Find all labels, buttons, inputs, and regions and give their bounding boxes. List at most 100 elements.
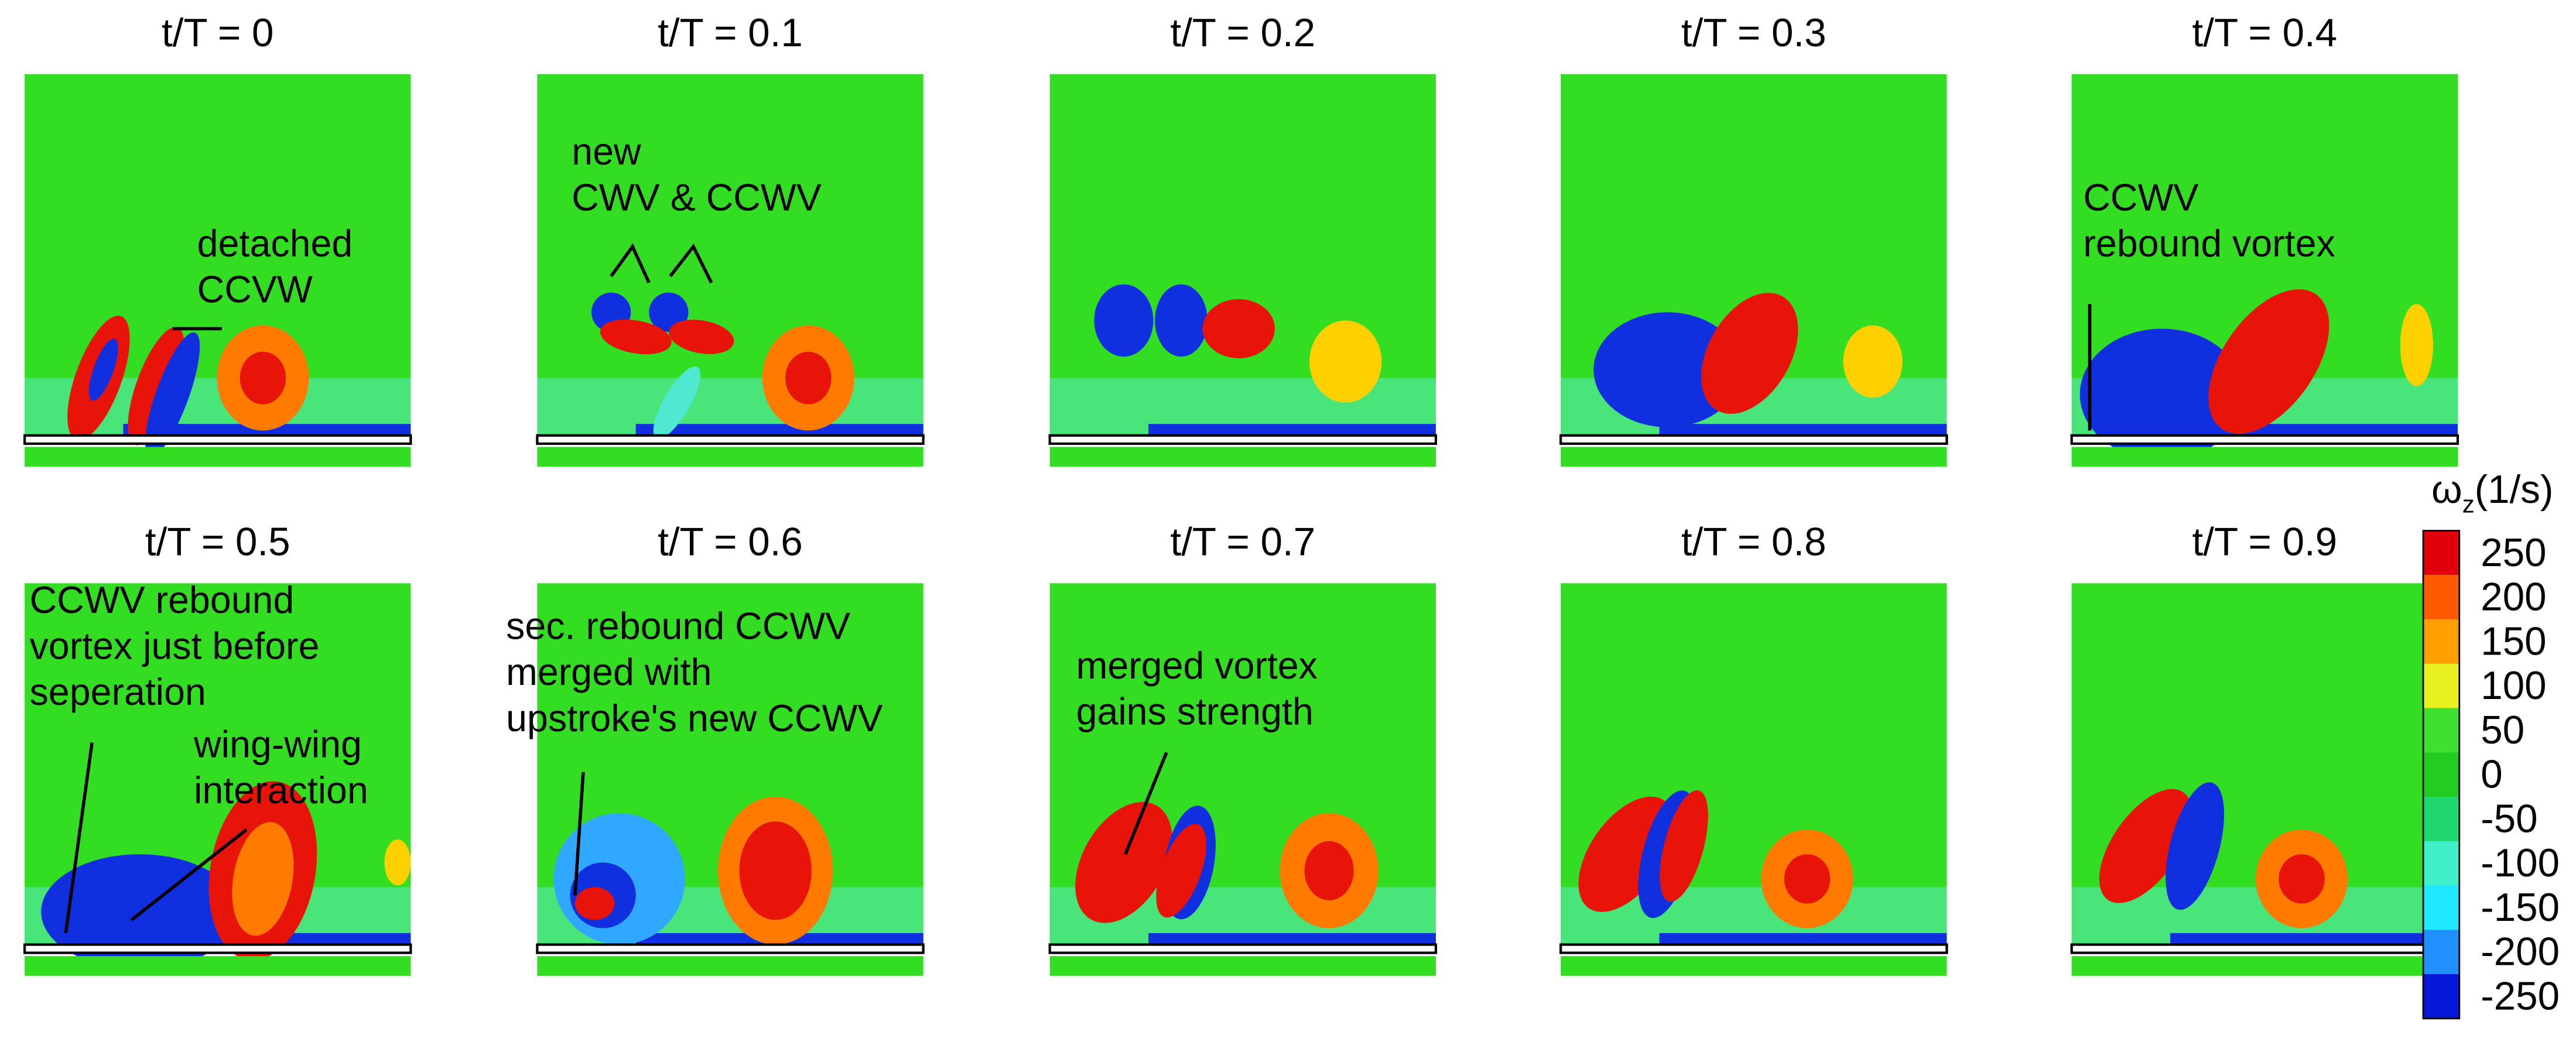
colorbar-swatch xyxy=(2423,708,2459,753)
vortex xyxy=(2079,328,2245,460)
annotation: seperation xyxy=(29,671,206,713)
colorbar-swatch xyxy=(2423,619,2459,664)
leader-line xyxy=(64,742,94,934)
wall-gap xyxy=(2070,434,2459,445)
leader-line xyxy=(1124,752,1168,855)
panel-title: t/T = 0.4 xyxy=(2192,11,2338,55)
annotation: detached xyxy=(197,222,353,265)
label-symbol: ω xyxy=(2431,468,2462,512)
panel-title: t/T = 0.8 xyxy=(1681,520,1826,564)
ground-vortex xyxy=(635,424,923,436)
colorbar-tick-label: 200 xyxy=(2481,575,2546,619)
leader-line xyxy=(573,772,585,896)
vortex xyxy=(88,338,118,401)
vortex xyxy=(1701,293,1798,414)
wall-gap xyxy=(1048,434,1438,445)
floor xyxy=(1561,956,1947,976)
colorbar-tick-label: -200 xyxy=(2481,930,2560,974)
vortex xyxy=(1094,284,1154,357)
colorbar-swatch xyxy=(2423,974,2459,1019)
vortex xyxy=(1304,841,1354,900)
panel-title: t/T = 0.5 xyxy=(145,520,290,564)
vortex xyxy=(128,327,184,446)
floor xyxy=(1049,956,1436,976)
ground-vortex xyxy=(1659,933,1947,945)
colorbar-swatch xyxy=(2423,885,2459,930)
vortex xyxy=(2166,782,2225,910)
panel-title: t/T = 0.9 xyxy=(2192,520,2338,564)
floor xyxy=(1049,447,1436,467)
annotation: CCVW xyxy=(197,269,313,311)
floor xyxy=(1561,447,1947,467)
colorbar-tick-label: -150 xyxy=(2481,886,2560,930)
annotation: vortex just before xyxy=(29,625,319,667)
annotation: CWV & CCWV xyxy=(572,176,822,218)
vortex xyxy=(145,332,200,457)
panel-title: t/T = 0.7 xyxy=(1171,520,1316,564)
floor xyxy=(537,956,923,976)
floor xyxy=(25,956,411,976)
vortex xyxy=(1593,312,1742,427)
vortex xyxy=(1784,854,1831,904)
colorbar-tick-label: 100 xyxy=(2481,664,2546,708)
colorbar-tick-label: 250 xyxy=(2481,531,2546,575)
annotation: CCWV xyxy=(2083,176,2198,218)
annotation: wing-wing xyxy=(193,724,362,766)
colorbar-tick-label: 50 xyxy=(2481,708,2524,752)
colorbar-tick-label: -50 xyxy=(2481,797,2537,841)
colorbar-swatch xyxy=(2423,797,2459,841)
colorbar-tick-label: -250 xyxy=(2481,974,2560,1018)
floor xyxy=(2071,447,2458,467)
vortex xyxy=(2400,304,2433,386)
panel-title: t/T = 0.1 xyxy=(658,11,803,55)
panel-title: t/T = 0.2 xyxy=(1171,11,1316,55)
wall-gap xyxy=(536,434,925,445)
colorbar-tick-label: 0 xyxy=(2481,753,2502,797)
field xyxy=(537,74,923,436)
leader-line xyxy=(130,828,248,921)
vortex xyxy=(240,351,286,405)
annotation: merged vortex xyxy=(1076,645,1318,687)
annotation: gains strength xyxy=(1076,691,1313,733)
vortex xyxy=(600,319,672,355)
ground-vortex xyxy=(1659,424,1947,436)
colorbar-tick-label: -100 xyxy=(2481,841,2560,885)
vortex xyxy=(1660,790,1708,902)
colorbar-swatch xyxy=(2423,841,2459,886)
vortex xyxy=(1309,320,1382,403)
wall-gap xyxy=(1559,434,1948,445)
annotation: merged with xyxy=(506,651,711,693)
vortex xyxy=(232,822,294,936)
panel-title: t/T = 0 xyxy=(162,11,273,55)
colorbar-frame xyxy=(2422,530,2461,1020)
vortex xyxy=(1156,824,1206,918)
colorbar-swatch xyxy=(2423,752,2459,797)
wall-gap xyxy=(1048,943,1438,954)
annotation: new xyxy=(572,131,641,173)
wall-gap xyxy=(536,943,925,954)
leader-line xyxy=(610,243,713,284)
floor xyxy=(25,447,411,467)
ground-vortex xyxy=(1148,933,1436,945)
annotation: sec. rebound CCWV xyxy=(506,605,850,647)
floor xyxy=(537,447,923,467)
colorbar-swatch xyxy=(2423,663,2459,708)
vortex xyxy=(2099,789,2192,903)
vortex xyxy=(649,292,689,333)
annotation: rebound vortex xyxy=(2083,222,2335,265)
vortex xyxy=(1155,284,1208,357)
wall-gap xyxy=(2070,943,2459,954)
vortex xyxy=(1843,325,1903,398)
colorbar-swatch xyxy=(2423,930,2459,975)
wall-gap xyxy=(23,434,412,445)
vortex xyxy=(1578,796,1675,912)
ground-vortex xyxy=(2170,933,2458,945)
floor xyxy=(2071,956,2458,976)
vortex xyxy=(669,320,734,354)
annotation: upstroke's new CCWV xyxy=(506,697,882,739)
vortex xyxy=(384,839,411,886)
wall-gap xyxy=(23,943,412,954)
panel-title: t/T = 0.3 xyxy=(1681,11,1826,55)
label-subscript: z xyxy=(2462,491,2475,518)
